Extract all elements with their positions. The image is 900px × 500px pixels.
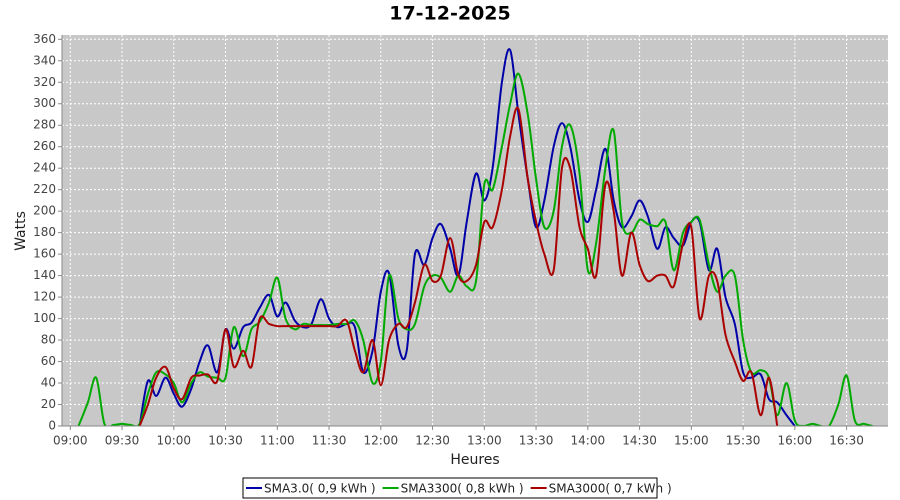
- y-tick-label: 180: [33, 225, 56, 239]
- y-tick-label: 220: [33, 182, 56, 196]
- x-tick-label: 14:00: [571, 434, 606, 448]
- legend-label: SMA3300( 0,8 kWh ): [401, 482, 524, 496]
- y-tick-label: 260: [33, 139, 56, 153]
- legend-box: [242, 477, 658, 499]
- legend-label: SMA3.0( 0,9 kWh ): [264, 482, 376, 496]
- x-tick-label: 12:00: [364, 434, 399, 448]
- x-tick-label: 13:00: [467, 434, 502, 448]
- y-tick-label: 200: [33, 204, 56, 218]
- y-tick-label: 140: [33, 268, 56, 282]
- y-tick-label: 60: [41, 354, 56, 368]
- y-tick-label: 320: [33, 75, 56, 89]
- chart-title: 17-12-2025: [389, 3, 511, 25]
- x-tick-label: 09:00: [53, 434, 88, 448]
- plot-area: [62, 35, 888, 426]
- y-tick-label: 100: [33, 311, 56, 325]
- series-line: [138, 106, 779, 426]
- axes: 0 20 40 60 80 100 120 140 160 180 200 220 240 260 280 3…: [33, 32, 888, 448]
- y-tick-label: 20: [41, 397, 56, 411]
- x-axis-label: Heures: [450, 452, 499, 468]
- x-tick-label: 11:30: [312, 434, 347, 448]
- y-tick-label: 0: [48, 419, 56, 433]
- series-line: [138, 48, 796, 426]
- x-tick-label: 11:00: [260, 434, 295, 448]
- y-tick-label: 80: [41, 333, 56, 347]
- y-tick-label: 240: [33, 161, 56, 175]
- x-tick-label: 14:30: [622, 434, 657, 448]
- legend: SMA3.0( 0,9 kWh ) SMA3300( 0,8 kWh ) SMA30…: [246, 482, 672, 496]
- x-tick-label: 16:30: [829, 434, 864, 448]
- y-tick-label: 120: [33, 290, 56, 304]
- y-tick-label: 160: [33, 247, 56, 261]
- y-tick-label: 340: [33, 53, 56, 67]
- x-tick-label: 10:30: [208, 434, 243, 448]
- lines: [77, 48, 873, 426]
- y-tick-label: 360: [33, 32, 56, 46]
- x-tick-label: 13:30: [519, 434, 554, 448]
- legend-label: SMA3000( 0,7 kWh ): [549, 482, 672, 496]
- x-tick-label: 09:30: [105, 434, 140, 448]
- x-tick-label: 10:00: [156, 434, 191, 448]
- y-tick-label: 280: [33, 118, 56, 132]
- x-tick-label: 15:00: [674, 434, 709, 448]
- x-tick-label: 16:00: [778, 434, 813, 448]
- x-tick-label: 12:30: [415, 434, 450, 448]
- grid: [62, 35, 888, 427]
- y-axis-label: Watts: [13, 211, 29, 251]
- y-tick-label: 300: [33, 96, 56, 110]
- y-tick-label: 40: [41, 376, 56, 390]
- x-tick-label: 15:30: [726, 434, 761, 448]
